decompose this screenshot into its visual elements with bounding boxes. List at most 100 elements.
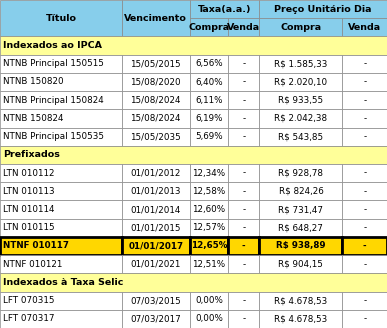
Bar — [190, 91, 228, 109]
Text: 12,65%: 12,65% — [191, 241, 227, 251]
Bar — [190, 310, 228, 328]
Bar — [228, 128, 259, 146]
Bar — [0, 273, 387, 292]
Bar — [259, 255, 342, 273]
Bar — [228, 182, 259, 200]
Bar — [259, 182, 342, 200]
Bar — [0, 219, 122, 237]
Text: -: - — [363, 169, 366, 177]
Bar — [259, 292, 342, 310]
Text: 01/01/2021: 01/01/2021 — [130, 260, 181, 269]
Bar — [0, 255, 122, 273]
Text: -: - — [363, 241, 366, 251]
Bar — [190, 292, 228, 310]
Bar — [122, 182, 190, 200]
Text: 01/01/2013: 01/01/2013 — [130, 187, 181, 196]
Text: Título: Título — [45, 14, 77, 23]
Bar — [342, 109, 387, 128]
Text: R$ 543,85: R$ 543,85 — [278, 132, 324, 141]
Text: -: - — [363, 223, 366, 232]
Text: NTNB 150824: NTNB 150824 — [3, 114, 63, 123]
Text: Venda: Venda — [348, 23, 381, 32]
Bar — [342, 18, 387, 36]
Text: -: - — [242, 114, 245, 123]
Text: 5,69%: 5,69% — [195, 132, 223, 141]
Text: LTN 010113: LTN 010113 — [3, 187, 55, 196]
Bar — [0, 164, 122, 182]
Text: 01/01/2017: 01/01/2017 — [128, 241, 183, 251]
Bar — [228, 219, 259, 237]
Bar — [342, 292, 387, 310]
Text: LTN 010112: LTN 010112 — [3, 169, 55, 177]
Text: 6,56%: 6,56% — [195, 59, 223, 68]
Bar — [122, 109, 190, 128]
Bar — [228, 73, 259, 91]
Text: 01/01/2012: 01/01/2012 — [130, 169, 181, 177]
Bar — [0, 200, 122, 219]
Text: -: - — [242, 59, 245, 68]
Bar — [342, 55, 387, 73]
Text: 15/08/2024: 15/08/2024 — [130, 114, 181, 123]
Bar — [228, 310, 259, 328]
Bar — [342, 255, 387, 273]
Text: R$ 928,78: R$ 928,78 — [278, 169, 324, 177]
Text: Taxa(a.a.): Taxa(a.a.) — [198, 5, 251, 13]
Text: -: - — [242, 205, 245, 214]
Bar — [122, 219, 190, 237]
Bar — [342, 91, 387, 109]
Text: NTNB Principal 150515: NTNB Principal 150515 — [3, 59, 104, 68]
Text: 6,19%: 6,19% — [195, 114, 223, 123]
Bar — [228, 200, 259, 219]
Bar — [228, 292, 259, 310]
Bar — [259, 128, 342, 146]
Bar — [342, 73, 387, 91]
Bar — [122, 237, 190, 255]
Bar — [190, 182, 228, 200]
Text: R$ 1.585,33: R$ 1.585,33 — [274, 59, 327, 68]
Bar — [190, 73, 228, 91]
Text: 07/03/2015: 07/03/2015 — [130, 296, 181, 305]
Bar — [0, 91, 122, 109]
Bar — [0, 73, 122, 91]
Bar — [228, 255, 259, 273]
Text: LFT 070315: LFT 070315 — [3, 296, 55, 305]
Bar — [190, 237, 228, 255]
Text: -: - — [242, 169, 245, 177]
Text: R$ 938,89: R$ 938,89 — [276, 241, 325, 251]
Bar — [259, 73, 342, 91]
Bar — [190, 219, 228, 237]
Text: 07/03/2017: 07/03/2017 — [130, 315, 181, 323]
Bar — [228, 164, 259, 182]
Text: R$ 2.042,38: R$ 2.042,38 — [274, 114, 327, 123]
Text: -: - — [242, 187, 245, 196]
Text: NTNF 010121: NTNF 010121 — [3, 260, 62, 269]
Bar — [122, 255, 190, 273]
Text: 0,00%: 0,00% — [195, 296, 223, 305]
Bar — [342, 128, 387, 146]
Bar — [190, 164, 228, 182]
Text: Indexados à Taxa Selic: Indexados à Taxa Selic — [3, 278, 123, 287]
Bar — [342, 182, 387, 200]
Text: -: - — [363, 132, 366, 141]
Bar — [122, 310, 190, 328]
Bar — [342, 310, 387, 328]
Text: 15/08/2020: 15/08/2020 — [130, 77, 181, 87]
Bar — [259, 237, 342, 255]
Bar — [259, 310, 342, 328]
Text: LTN 010114: LTN 010114 — [3, 205, 55, 214]
Text: Indexados ao IPCA: Indexados ao IPCA — [3, 41, 102, 50]
Text: 01/01/2015: 01/01/2015 — [130, 223, 181, 232]
Text: -: - — [363, 114, 366, 123]
Bar — [0, 0, 122, 36]
Bar — [122, 164, 190, 182]
Text: 15/08/2024: 15/08/2024 — [130, 96, 181, 105]
Text: NTNB Principal 150824: NTNB Principal 150824 — [3, 96, 104, 105]
Text: -: - — [242, 241, 246, 251]
Text: Compra: Compra — [188, 23, 229, 32]
Bar — [259, 219, 342, 237]
Bar — [190, 109, 228, 128]
Bar — [122, 128, 190, 146]
Text: -: - — [242, 223, 245, 232]
Bar — [0, 292, 122, 310]
Text: -: - — [242, 315, 245, 323]
